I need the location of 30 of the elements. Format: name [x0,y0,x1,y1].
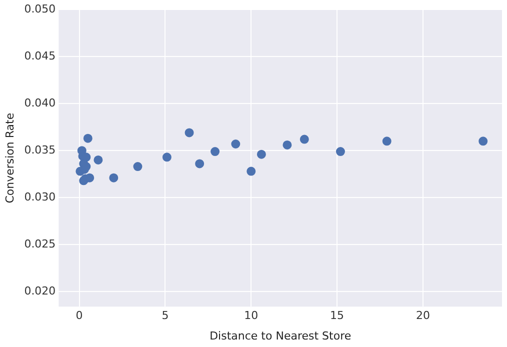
y-axis-title: Conversion Rate [3,112,16,204]
point [210,147,220,156]
point [184,128,194,138]
y-tick-label: 0.030 [24,190,56,204]
point [83,134,92,143]
point [282,140,292,150]
point [300,134,309,144]
y-tick-label: 0.045 [24,49,56,62]
y-tick-label: 0.025 [24,237,56,250]
x-tick-label: 5 [162,309,169,322]
point [478,136,488,146]
point [246,166,256,176]
y-tick-label: 0.035 [24,143,56,156]
y-tick-label: 0.040 [24,96,56,110]
y-tick-label: 0.050 [24,2,56,16]
point [109,173,118,182]
point [256,150,266,159]
point [195,159,204,168]
point [336,147,345,156]
point [133,162,142,172]
x-tick-label: 10 [244,309,258,322]
x-tick-label: 15 [330,309,344,322]
point [94,155,103,164]
point [382,136,392,146]
x-tick-label: 0 [76,309,83,322]
x-tick-label: 20 [416,309,430,322]
point [162,152,172,162]
x-axis-title: Distance to Nearest Store [210,329,352,342]
point [231,140,240,148]
y-tick-label: 0.020 [24,284,56,298]
